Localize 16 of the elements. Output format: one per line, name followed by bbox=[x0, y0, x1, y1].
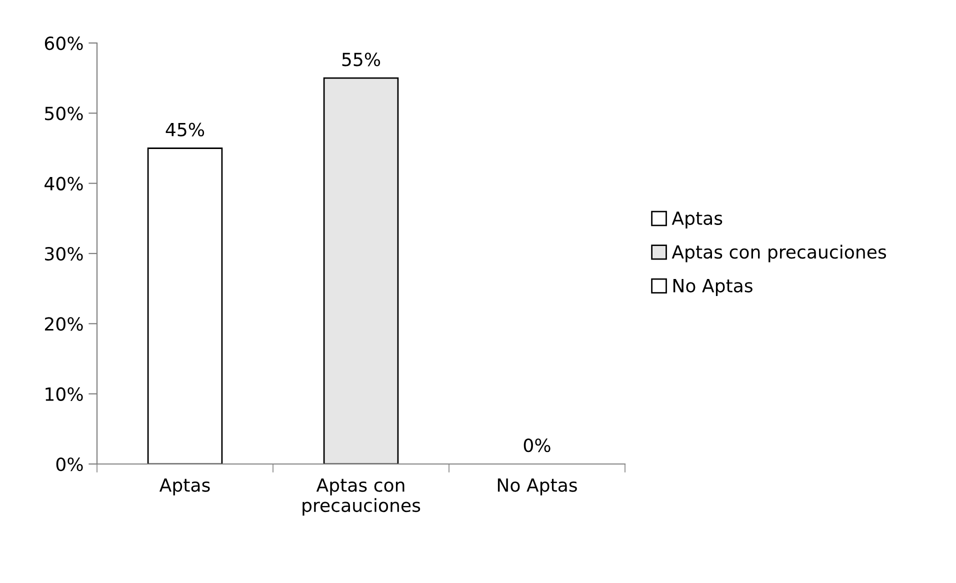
y-tick-label: 30% bbox=[45, 246, 83, 261]
y-tick-label: 40% bbox=[44, 176, 83, 190]
data-label: 55% bbox=[342, 52, 380, 66]
legend-label: Aptas con precauciones bbox=[672, 244, 886, 262]
legend-label: No Aptas bbox=[673, 279, 752, 296]
x-tick-label: Aptas con precauciones bbox=[302, 478, 420, 516]
y-tick-label: 20% bbox=[44, 317, 83, 331]
data-label: 45% bbox=[166, 122, 204, 136]
y-tick-label: 60% bbox=[44, 36, 83, 50]
y-tick-label: 50% bbox=[45, 106, 83, 120]
y-tick-label: 10% bbox=[46, 387, 83, 401]
x-tick-label: Aptas bbox=[159, 478, 210, 496]
legend-label: Aptas bbox=[672, 212, 722, 229]
x-tick-label: No Aptas bbox=[498, 478, 577, 496]
y-tick-label: 0% bbox=[56, 457, 83, 472]
data-label: 0% bbox=[524, 438, 550, 452]
